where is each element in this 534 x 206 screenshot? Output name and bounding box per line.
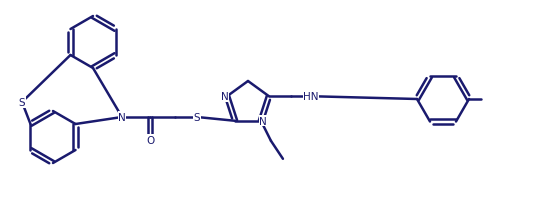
Text: N: N	[118, 112, 126, 122]
Text: N: N	[221, 92, 229, 102]
Text: N: N	[259, 116, 267, 126]
Text: HN: HN	[303, 92, 319, 102]
Text: S: S	[194, 112, 200, 122]
Text: O: O	[146, 135, 154, 145]
Text: S: S	[19, 97, 25, 108]
